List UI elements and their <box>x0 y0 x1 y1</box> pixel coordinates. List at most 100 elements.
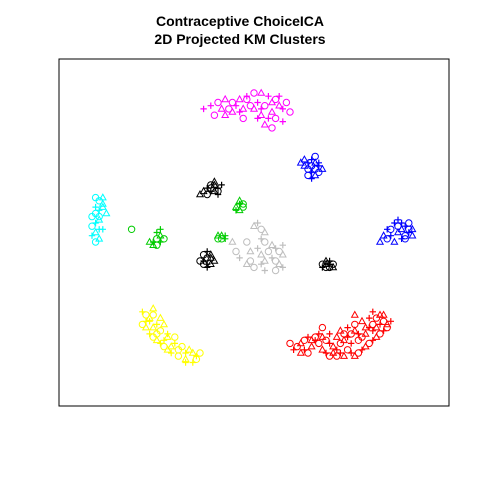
data-point <box>322 336 330 344</box>
data-point <box>228 107 237 115</box>
data-point <box>98 202 107 210</box>
cluster-series <box>127 225 168 249</box>
data-point <box>95 234 104 242</box>
data-point <box>168 349 175 357</box>
data-point <box>326 257 333 265</box>
data-point <box>153 235 161 243</box>
data-point <box>293 342 301 351</box>
data-point <box>333 346 340 353</box>
data-point <box>318 323 327 332</box>
data-point <box>249 104 259 112</box>
data-point <box>210 111 219 119</box>
cluster-series <box>200 88 294 132</box>
data-point <box>260 120 269 128</box>
data-point <box>249 221 259 229</box>
data-point <box>265 93 272 100</box>
data-point <box>250 263 258 272</box>
data-point <box>300 336 309 344</box>
data-point <box>350 310 359 318</box>
data-point <box>153 241 161 249</box>
data-point <box>127 225 136 234</box>
data-point <box>351 320 359 329</box>
data-point <box>207 102 214 109</box>
data-point <box>214 191 222 198</box>
data-point <box>318 164 327 172</box>
data-point <box>357 316 367 325</box>
data-point <box>141 323 151 331</box>
data-point <box>311 170 320 179</box>
data-point <box>232 102 240 109</box>
data-point <box>182 349 189 357</box>
data-point <box>304 349 312 357</box>
data-point <box>214 98 222 107</box>
data-point <box>375 237 385 245</box>
data-point <box>149 304 158 312</box>
data-point <box>254 219 261 227</box>
data-point <box>92 203 99 211</box>
data-point <box>296 158 305 166</box>
data-point <box>260 227 269 236</box>
data-point <box>282 98 291 107</box>
data-point <box>375 310 385 318</box>
cluster-series <box>286 308 394 360</box>
data-point <box>228 237 237 245</box>
data-point <box>222 235 229 242</box>
data-point <box>271 114 280 123</box>
cluster-series <box>296 152 327 182</box>
data-point <box>204 264 211 271</box>
data-point <box>361 323 370 331</box>
data-point <box>319 264 326 271</box>
data-point <box>383 235 391 243</box>
cluster-series <box>196 248 219 271</box>
data-point <box>239 104 248 112</box>
data-point <box>239 200 247 208</box>
data-point <box>340 330 348 338</box>
data-point <box>393 227 403 236</box>
data-point <box>163 332 172 340</box>
data-point <box>286 339 294 348</box>
data-point <box>390 237 399 245</box>
data-point <box>156 313 165 321</box>
data-point <box>372 323 381 331</box>
data-point <box>88 222 96 230</box>
data-point <box>152 335 161 344</box>
cluster-series <box>228 219 287 275</box>
data-point <box>311 165 319 173</box>
data-point <box>264 247 273 256</box>
data-point <box>91 238 100 246</box>
data-point <box>149 311 157 319</box>
data-point <box>336 339 345 348</box>
data-point <box>397 224 406 233</box>
data-point <box>153 321 160 328</box>
data-point <box>214 235 222 243</box>
data-point <box>279 105 286 113</box>
data-point <box>174 352 183 360</box>
cluster-series <box>375 216 417 245</box>
data-point <box>318 332 327 340</box>
data-point <box>200 105 207 113</box>
data-point <box>235 196 244 204</box>
data-point <box>153 229 160 236</box>
data-point <box>311 152 319 161</box>
data-point <box>315 339 323 348</box>
data-point <box>383 319 392 328</box>
data-point <box>339 351 349 359</box>
data-point <box>196 349 204 357</box>
data-point <box>261 102 269 110</box>
data-point <box>326 330 333 338</box>
data-point <box>250 89 258 97</box>
data-point <box>279 118 286 125</box>
chart-title: Contraceptive ChoiceICA <box>156 13 324 29</box>
data-point <box>91 193 100 202</box>
data-point <box>304 171 312 180</box>
data-point <box>246 257 255 265</box>
data-point <box>372 332 381 340</box>
data-point <box>339 335 349 344</box>
data-point <box>361 329 370 337</box>
data-point <box>102 208 111 217</box>
data-point <box>246 247 255 255</box>
data-point <box>203 190 211 199</box>
data-point <box>195 189 205 198</box>
data-point <box>88 232 96 239</box>
